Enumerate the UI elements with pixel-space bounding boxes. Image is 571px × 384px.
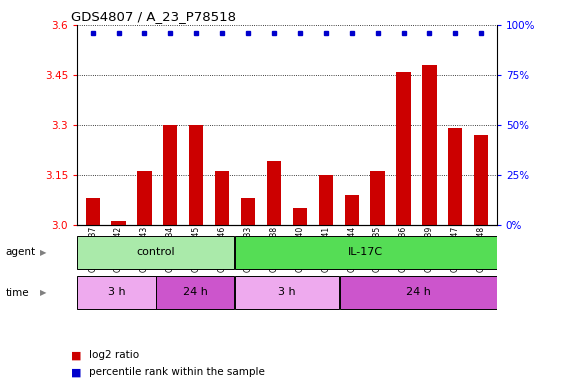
Bar xyxy=(340,276,497,309)
Bar xyxy=(163,125,178,225)
Bar xyxy=(156,276,234,309)
Bar xyxy=(235,276,339,309)
Text: 3 h: 3 h xyxy=(107,287,125,297)
Text: 24 h: 24 h xyxy=(183,287,208,297)
Bar xyxy=(215,171,230,225)
Bar xyxy=(77,236,234,269)
Text: 24 h: 24 h xyxy=(405,287,431,297)
Bar xyxy=(448,128,463,225)
Bar xyxy=(86,198,100,225)
Bar xyxy=(319,175,333,225)
Bar xyxy=(77,276,155,309)
Bar xyxy=(474,135,488,225)
Bar xyxy=(111,221,126,225)
Text: IL-17C: IL-17C xyxy=(348,247,383,257)
Bar xyxy=(267,161,281,225)
Text: GDS4807 / A_23_P78518: GDS4807 / A_23_P78518 xyxy=(71,10,236,23)
Bar xyxy=(293,208,307,225)
Text: time: time xyxy=(6,288,29,298)
Bar xyxy=(423,65,437,225)
Text: ■: ■ xyxy=(71,350,82,360)
Bar xyxy=(344,195,359,225)
Text: control: control xyxy=(136,247,175,257)
Bar xyxy=(396,71,411,225)
Bar xyxy=(235,236,497,269)
Bar xyxy=(241,198,255,225)
Text: agent: agent xyxy=(6,247,36,258)
Text: ■: ■ xyxy=(71,367,82,377)
Bar xyxy=(137,171,151,225)
Text: ▶: ▶ xyxy=(39,248,46,257)
Text: percentile rank within the sample: percentile rank within the sample xyxy=(89,367,264,377)
Bar xyxy=(371,171,385,225)
Text: 3 h: 3 h xyxy=(278,287,296,297)
Bar xyxy=(189,125,203,225)
Text: log2 ratio: log2 ratio xyxy=(89,350,139,360)
Text: ▶: ▶ xyxy=(39,288,46,297)
